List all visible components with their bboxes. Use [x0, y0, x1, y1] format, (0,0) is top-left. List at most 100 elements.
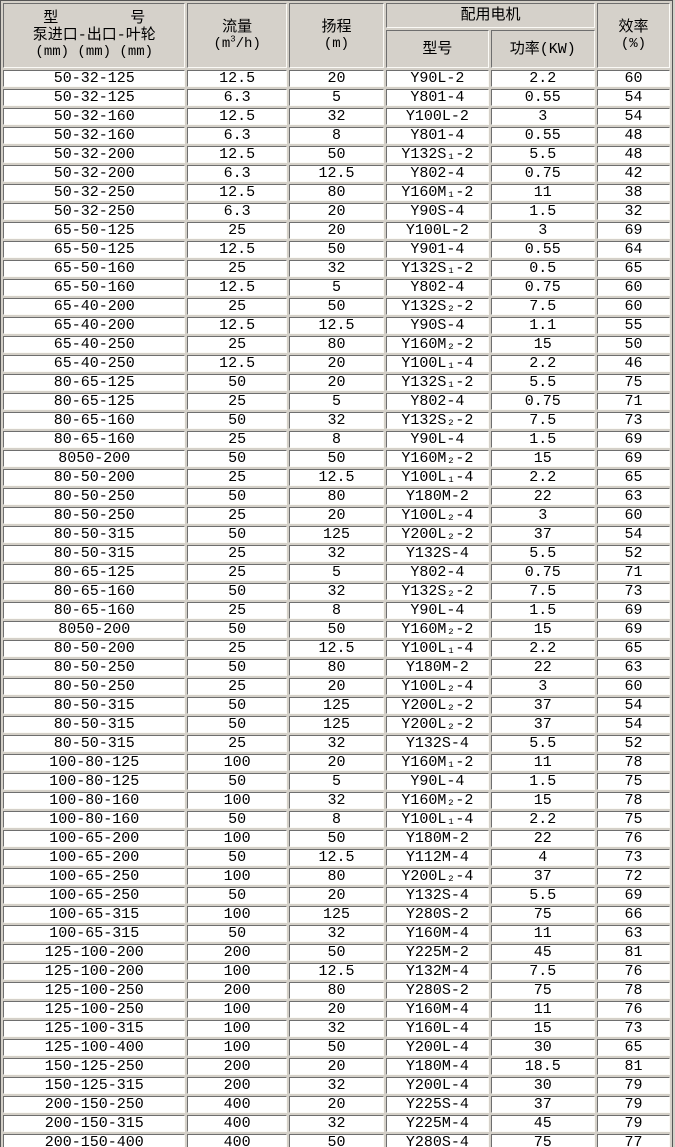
flow-cell: 50 [187, 374, 287, 391]
flow-cell: 25 [187, 564, 287, 581]
motor-power-cell: 3 [490, 678, 595, 695]
flow-cell: 50 [187, 488, 287, 505]
pump-model-cell: 80-50-200 [3, 469, 186, 486]
efficiency-cell: 60 [596, 507, 670, 524]
pump-model-cell: 65-40-200 [3, 317, 186, 334]
motor-model-cell: Y132S-4 [386, 887, 489, 904]
efficiency-cell: 63 [596, 659, 670, 676]
flow-cell: 12.5 [187, 317, 287, 334]
efficiency-cell: 52 [596, 735, 670, 752]
flow-cell: 12.5 [187, 355, 287, 372]
table-row: 80-50-250 50 80 Y180M-2 22 63 [3, 659, 670, 676]
motor-model-cell: Y280S-4 [386, 1134, 489, 1147]
motor-model-cell: Y801-4 [386, 127, 489, 144]
motor-power-cell: 75 [490, 982, 595, 999]
table-row: 80-50-250 25 20 Y100L₂-4 3 60 [3, 678, 670, 695]
head-cell: 50 [288, 1039, 385, 1056]
motor-model-cell: Y100L-2 [386, 108, 489, 125]
motor-power-cell: 3 [490, 507, 595, 524]
motor-model-cell: Y901-4 [386, 241, 489, 258]
head-cell: 32 [288, 412, 385, 429]
flow-cell: 50 [187, 412, 287, 429]
efficiency-cell: 72 [596, 868, 670, 885]
flow-cell: 100 [187, 1020, 287, 1037]
efficiency-cell: 79 [596, 1096, 670, 1113]
head-cell: 50 [288, 298, 385, 315]
efficiency-cell: 75 [596, 374, 670, 391]
flow-cell: 25 [187, 469, 287, 486]
head-cell: 20 [288, 374, 385, 391]
pump-model-cell: 125-100-200 [3, 963, 186, 980]
head-cell: 20 [288, 203, 385, 220]
flow-cell: 200 [187, 1077, 287, 1094]
motor-power-cell: 1.5 [490, 773, 595, 790]
header-pump-model-sub: 泵进口-出口-叶轮 [32, 27, 156, 44]
pump-model-cell: 100-65-315 [3, 925, 186, 942]
motor-power-cell: 15 [490, 621, 595, 638]
motor-power-cell: 22 [490, 488, 595, 505]
flow-cell: 400 [187, 1115, 287, 1132]
motor-power-cell: 37 [490, 716, 595, 733]
table-header: 型 号 泵进口-出口-叶轮 (mm) (mm) (mm) 流量 (m3/h) 扬… [3, 3, 670, 68]
efficiency-cell: 55 [596, 317, 670, 334]
table-row: 80-50-250 25 20 Y100L₂-4 3 60 [3, 507, 670, 524]
efficiency-cell: 65 [596, 640, 670, 657]
flow-cell: 50 [187, 716, 287, 733]
table-row: 100-65-250 50 20 Y132S-4 5.5 69 [3, 887, 670, 904]
pump-model-cell: 100-80-160 [3, 811, 186, 828]
pump-model-cell: 150-125-315 [3, 1077, 186, 1094]
head-cell: 32 [288, 1077, 385, 1094]
table-row: 100-65-200 50 12.5 Y112M-4 4 73 [3, 849, 670, 866]
motor-model-cell: Y160M₂-2 [386, 621, 489, 638]
efficiency-cell: 75 [596, 773, 670, 790]
pump-model-cell: 80-50-200 [3, 640, 186, 657]
table-row: 80-65-125 50 20 Y132S₁-2 5.5 75 [3, 374, 670, 391]
head-cell: 12.5 [288, 963, 385, 980]
motor-power-cell: 18.5 [490, 1058, 595, 1075]
head-cell: 12.5 [288, 849, 385, 866]
head-cell: 125 [288, 716, 385, 733]
motor-model-cell: Y802-4 [386, 279, 489, 296]
head-cell: 12.5 [288, 469, 385, 486]
efficiency-cell: 69 [596, 887, 670, 904]
motor-power-cell: 2.2 [490, 70, 595, 87]
pump-model-cell: 50-32-125 [3, 89, 186, 106]
flow-cell: 25 [187, 735, 287, 752]
motor-model-cell: Y180M-4 [386, 1058, 489, 1075]
pump-model-cell: 80-50-250 [3, 507, 186, 524]
efficiency-cell: 63 [596, 488, 670, 505]
table-row: 65-40-250 25 80 Y160M₂-2 15 50 [3, 336, 670, 353]
flow-cell: 25 [187, 640, 287, 657]
pump-model-cell: 50-32-250 [3, 184, 186, 201]
motor-power-cell: 11 [490, 925, 595, 942]
flow-cell: 400 [187, 1096, 287, 1113]
head-cell: 5 [288, 89, 385, 106]
head-cell: 8 [288, 127, 385, 144]
header-efficiency: 效率 (%) [596, 3, 670, 68]
table-row: 100-65-315 100 125 Y280S-2 75 66 [3, 906, 670, 923]
header-pump-model-title: 型 号 [43, 10, 146, 27]
motor-power-cell: 1.5 [490, 203, 595, 220]
efficiency-cell: 75 [596, 811, 670, 828]
efficiency-cell: 54 [596, 697, 670, 714]
motor-model-cell: Y100L₁-4 [386, 469, 489, 486]
flow-cell: 6.3 [187, 127, 287, 144]
pump-model-cell: 100-65-250 [3, 887, 186, 904]
efficiency-cell: 48 [596, 127, 670, 144]
pump-model-cell: 65-50-125 [3, 241, 186, 258]
head-cell: 80 [288, 336, 385, 353]
efficiency-cell: 60 [596, 298, 670, 315]
efficiency-cell: 78 [596, 792, 670, 809]
flow-cell: 12.5 [187, 184, 287, 201]
motor-model-cell: Y160M₂-2 [386, 336, 489, 353]
pump-model-cell: 125-100-250 [3, 982, 186, 999]
head-cell: 125 [288, 526, 385, 543]
motor-model-cell: Y200L₂-4 [386, 868, 489, 885]
motor-model-cell: Y90L-4 [386, 773, 489, 790]
motor-model-cell: Y100L₂-4 [386, 678, 489, 695]
flow-cell: 25 [187, 507, 287, 524]
head-cell: 20 [288, 355, 385, 372]
pump-model-cell: 100-65-315 [3, 906, 186, 923]
efficiency-cell: 73 [596, 583, 670, 600]
